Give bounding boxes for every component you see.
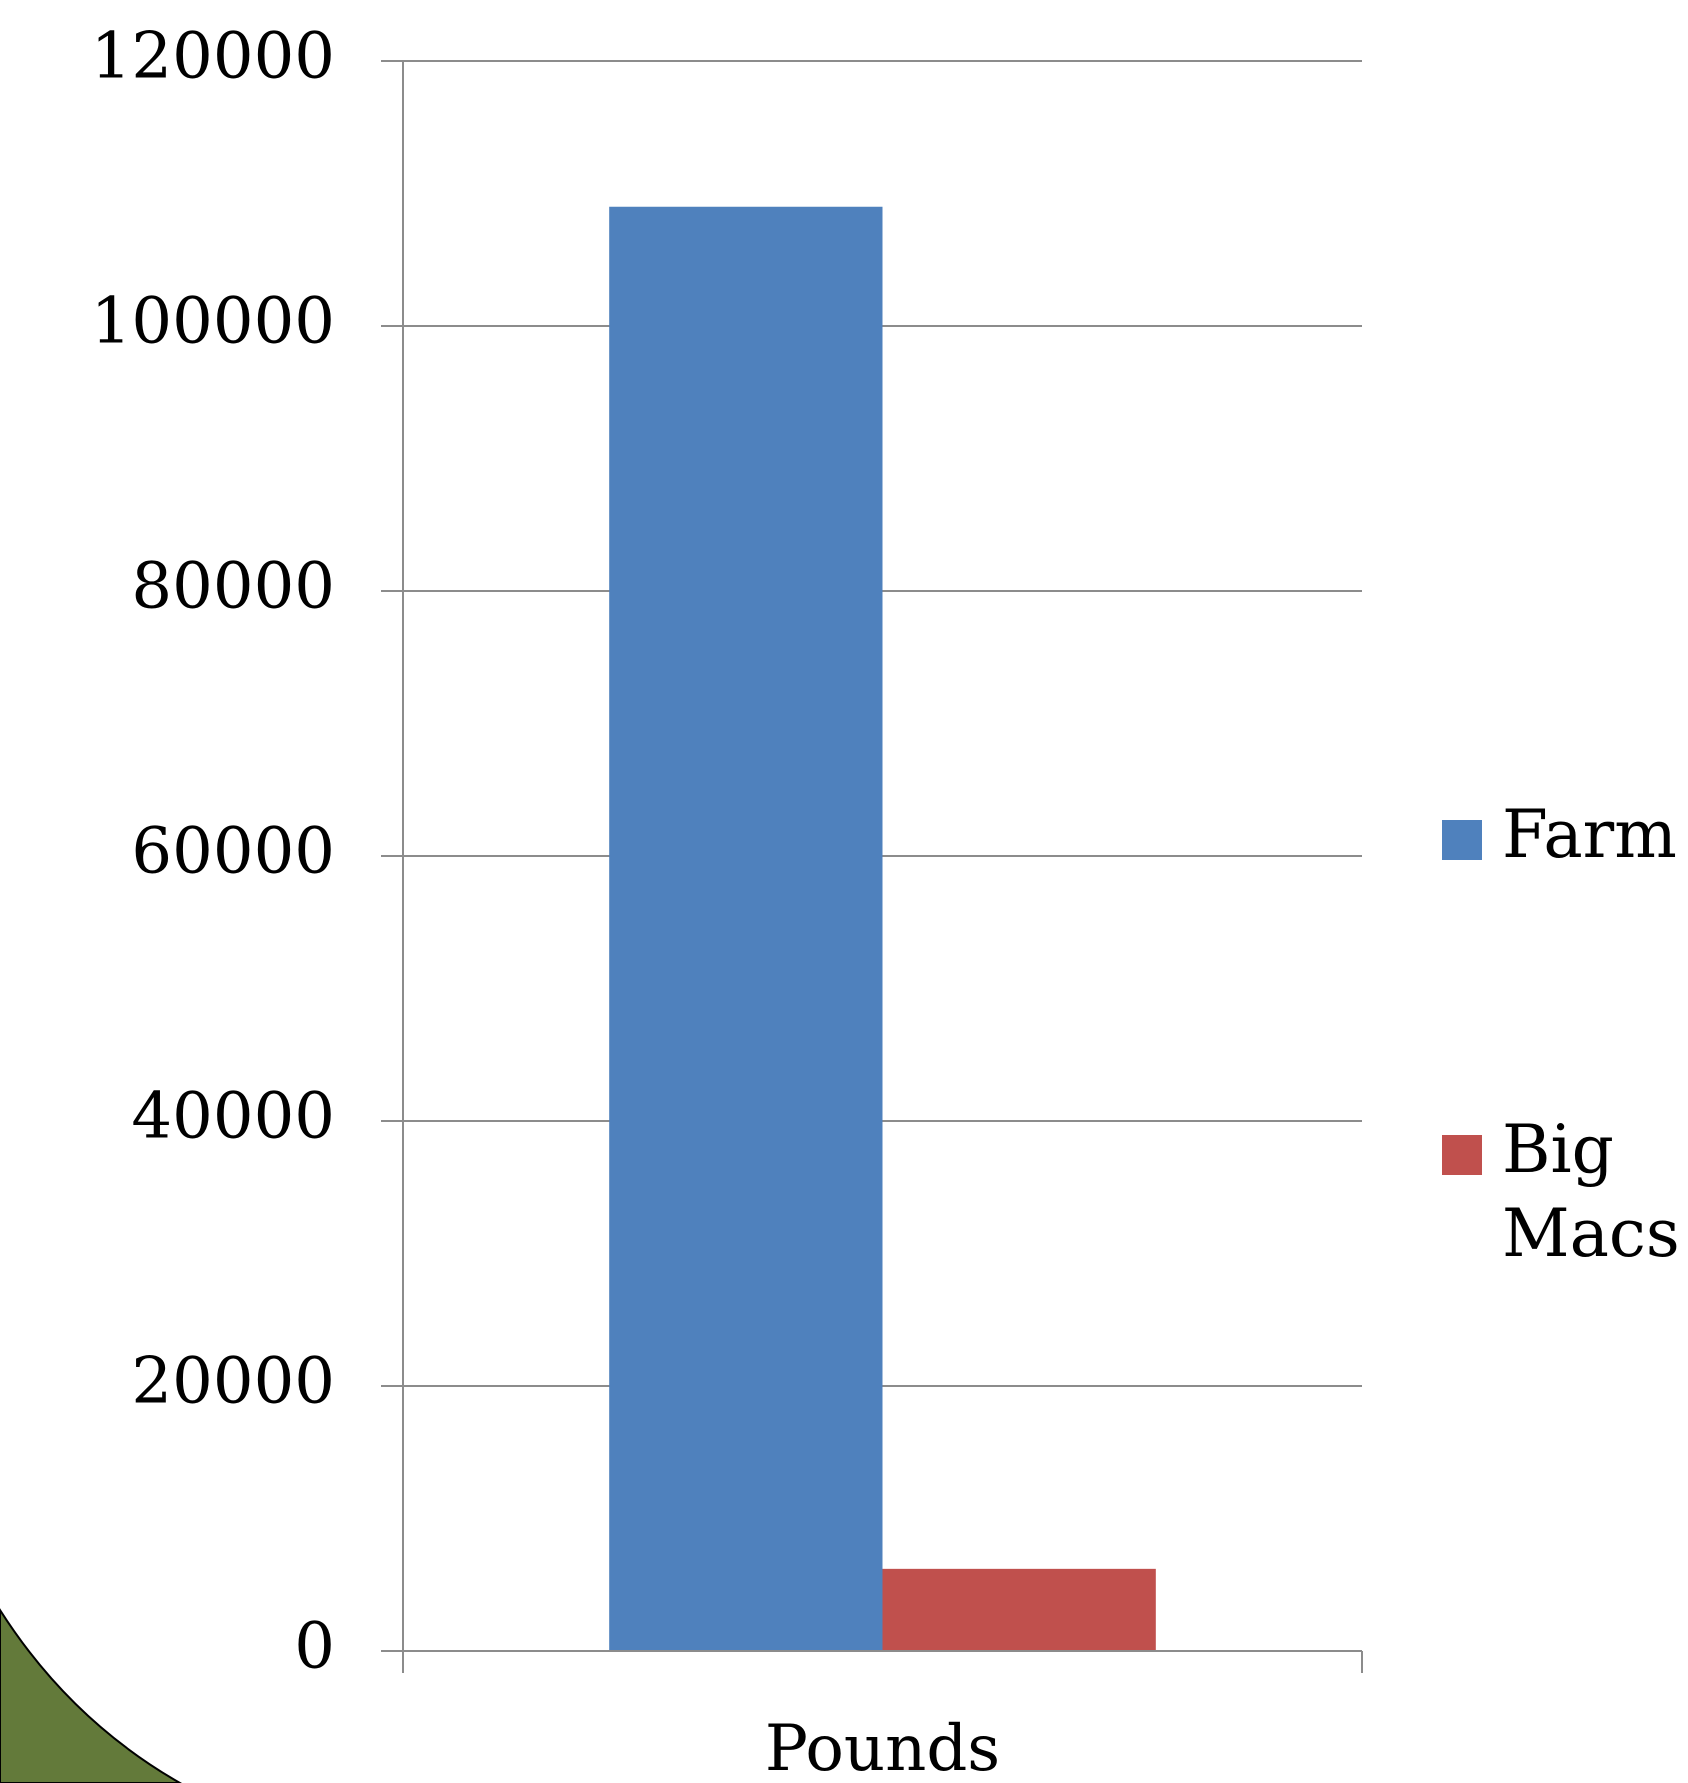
y-tick-label: 80000 xyxy=(131,550,335,624)
y-tick-label: 120000 xyxy=(91,20,335,94)
y-tick-label: 20000 xyxy=(131,1345,335,1419)
y-tick-label: 40000 xyxy=(131,1080,335,1154)
y-axis-tick-labels: 0 20000 40000 60000 80000 100000 120000 xyxy=(91,20,335,1684)
y-tick-label: 100000 xyxy=(91,285,335,359)
y-tick-label: 60000 xyxy=(131,815,335,889)
bars xyxy=(609,206,1156,1651)
legend-swatch xyxy=(1442,1135,1482,1175)
legend-swatch xyxy=(1442,820,1482,860)
x-category-label: Pounds xyxy=(765,1712,1000,1783)
legend-label: Macs xyxy=(1502,1195,1680,1272)
axes xyxy=(381,60,1363,1673)
x-axis-category-labels: Pounds xyxy=(765,1712,1000,1783)
legend-label: Farm xyxy=(1502,796,1677,873)
bar-farm xyxy=(609,206,883,1651)
y-tick-label: 0 xyxy=(294,1610,335,1684)
legend-label: Big xyxy=(1502,1111,1614,1188)
decorative-green-circle xyxy=(0,1608,183,1783)
bar-big-macs xyxy=(882,1568,1156,1651)
